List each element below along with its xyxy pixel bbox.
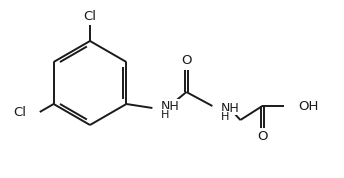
Text: NH: NH [221,101,239,114]
Text: O: O [257,130,268,143]
Text: H: H [161,110,170,120]
Text: OH: OH [298,100,319,112]
Text: Cl: Cl [84,11,97,23]
Text: Cl: Cl [13,106,26,119]
Text: O: O [181,54,192,67]
Text: H: H [221,112,229,122]
Text: NH: NH [160,100,179,112]
